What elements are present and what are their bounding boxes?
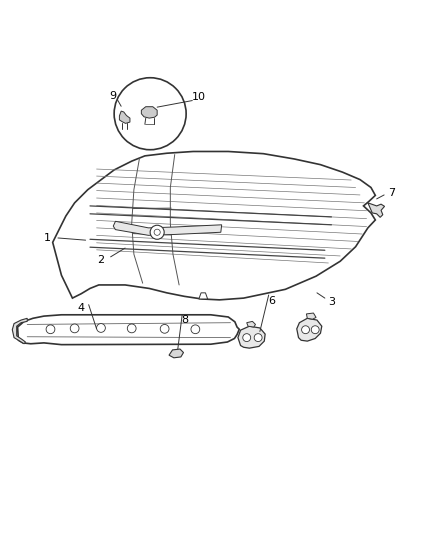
Polygon shape [306,313,315,319]
Text: 4: 4 [78,303,85,313]
Text: 7: 7 [387,188,394,198]
Polygon shape [246,321,255,327]
Circle shape [301,326,309,334]
Circle shape [160,325,169,333]
Circle shape [127,324,136,333]
Circle shape [254,334,261,342]
Text: 10: 10 [191,93,205,102]
Polygon shape [237,326,265,348]
Polygon shape [53,151,374,300]
Polygon shape [141,107,157,118]
Text: 2: 2 [97,255,104,265]
Text: 8: 8 [181,315,188,325]
Circle shape [311,326,318,334]
Polygon shape [18,315,239,345]
Polygon shape [169,349,183,358]
Polygon shape [113,221,221,236]
Polygon shape [296,318,321,341]
Circle shape [242,334,250,342]
Circle shape [46,325,55,334]
Text: 6: 6 [268,296,275,306]
Polygon shape [12,318,27,344]
Circle shape [191,325,199,334]
Polygon shape [119,111,130,123]
Circle shape [70,324,79,333]
Circle shape [150,225,164,239]
Polygon shape [367,203,384,217]
Circle shape [154,229,160,236]
Text: 9: 9 [110,91,117,101]
Circle shape [96,324,105,333]
Text: 1: 1 [44,233,51,243]
Polygon shape [198,293,207,299]
Text: 3: 3 [327,297,334,308]
Circle shape [114,78,186,150]
